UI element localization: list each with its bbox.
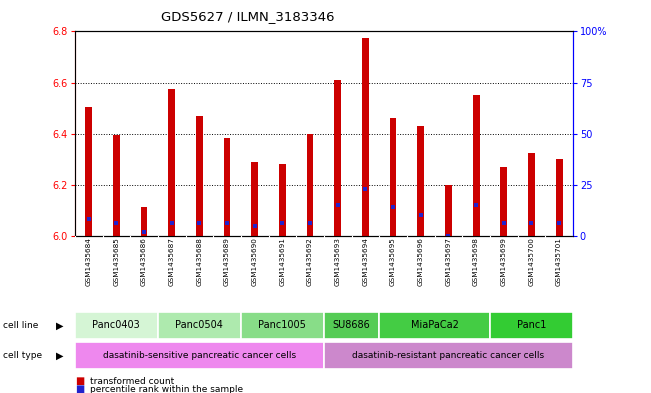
Bar [473,95,480,236]
Bar [158,312,241,339]
Text: SU8686: SU8686 [333,320,370,330]
Text: Panc1: Panc1 [517,320,546,330]
Text: dasatinib-sensitive pancreatic cancer cells: dasatinib-sensitive pancreatic cancer ce… [103,351,296,360]
Text: ▶: ▶ [56,351,64,361]
Bar [75,342,324,369]
Bar [141,207,148,236]
Bar [307,134,314,236]
Text: Panc0403: Panc0403 [92,320,140,330]
Text: ■: ■ [75,384,84,393]
Text: Panc0504: Panc0504 [175,320,223,330]
Text: percentile rank within the sample: percentile rank within the sample [90,385,243,393]
Bar [223,138,230,236]
Bar [500,167,507,236]
Text: GSM1435686: GSM1435686 [141,237,147,286]
Text: GSM1435697: GSM1435697 [445,237,451,286]
Bar [75,312,158,339]
Text: Panc1005: Panc1005 [258,320,307,330]
Bar [334,81,341,236]
Bar [279,164,286,236]
Bar [196,116,203,236]
Bar [324,342,573,369]
Text: GSM1435694: GSM1435694 [363,237,368,286]
Bar [168,89,175,236]
Bar [379,312,490,339]
Text: GSM1435696: GSM1435696 [418,237,424,286]
Text: GSM1435685: GSM1435685 [113,237,119,286]
Text: GSM1435693: GSM1435693 [335,237,340,286]
Bar [324,312,379,339]
Text: GDS5627 / ILMN_3183346: GDS5627 / ILMN_3183346 [161,10,334,23]
Bar [490,312,573,339]
Text: GSM1435690: GSM1435690 [252,237,258,286]
Text: GSM1435692: GSM1435692 [307,237,313,286]
Bar [417,126,424,236]
Bar [251,162,258,236]
Text: cell line: cell line [3,321,38,330]
Text: cell type: cell type [3,351,42,360]
Text: GSM1435687: GSM1435687 [169,237,174,286]
Text: ▶: ▶ [56,320,64,331]
Text: MiaPaCa2: MiaPaCa2 [411,320,458,330]
Bar [528,153,535,236]
Text: transformed count: transformed count [90,377,174,386]
Bar [389,118,396,236]
Text: GSM1435695: GSM1435695 [390,237,396,286]
Text: GSM1435701: GSM1435701 [556,237,562,286]
Text: GSM1435698: GSM1435698 [473,237,479,286]
Bar [113,136,120,236]
Text: GSM1435689: GSM1435689 [224,237,230,286]
Bar [362,38,369,236]
Text: GSM1435688: GSM1435688 [197,237,202,286]
Bar [555,159,562,236]
Bar [241,312,324,339]
Bar [445,185,452,236]
Text: ■: ■ [75,376,84,386]
Text: GSM1435699: GSM1435699 [501,237,506,286]
Text: GSM1435700: GSM1435700 [529,237,534,286]
Text: dasatinib-resistant pancreatic cancer cells: dasatinib-resistant pancreatic cancer ce… [352,351,544,360]
Bar [85,107,92,236]
Text: GSM1435684: GSM1435684 [86,237,92,286]
Text: GSM1435691: GSM1435691 [279,237,285,286]
